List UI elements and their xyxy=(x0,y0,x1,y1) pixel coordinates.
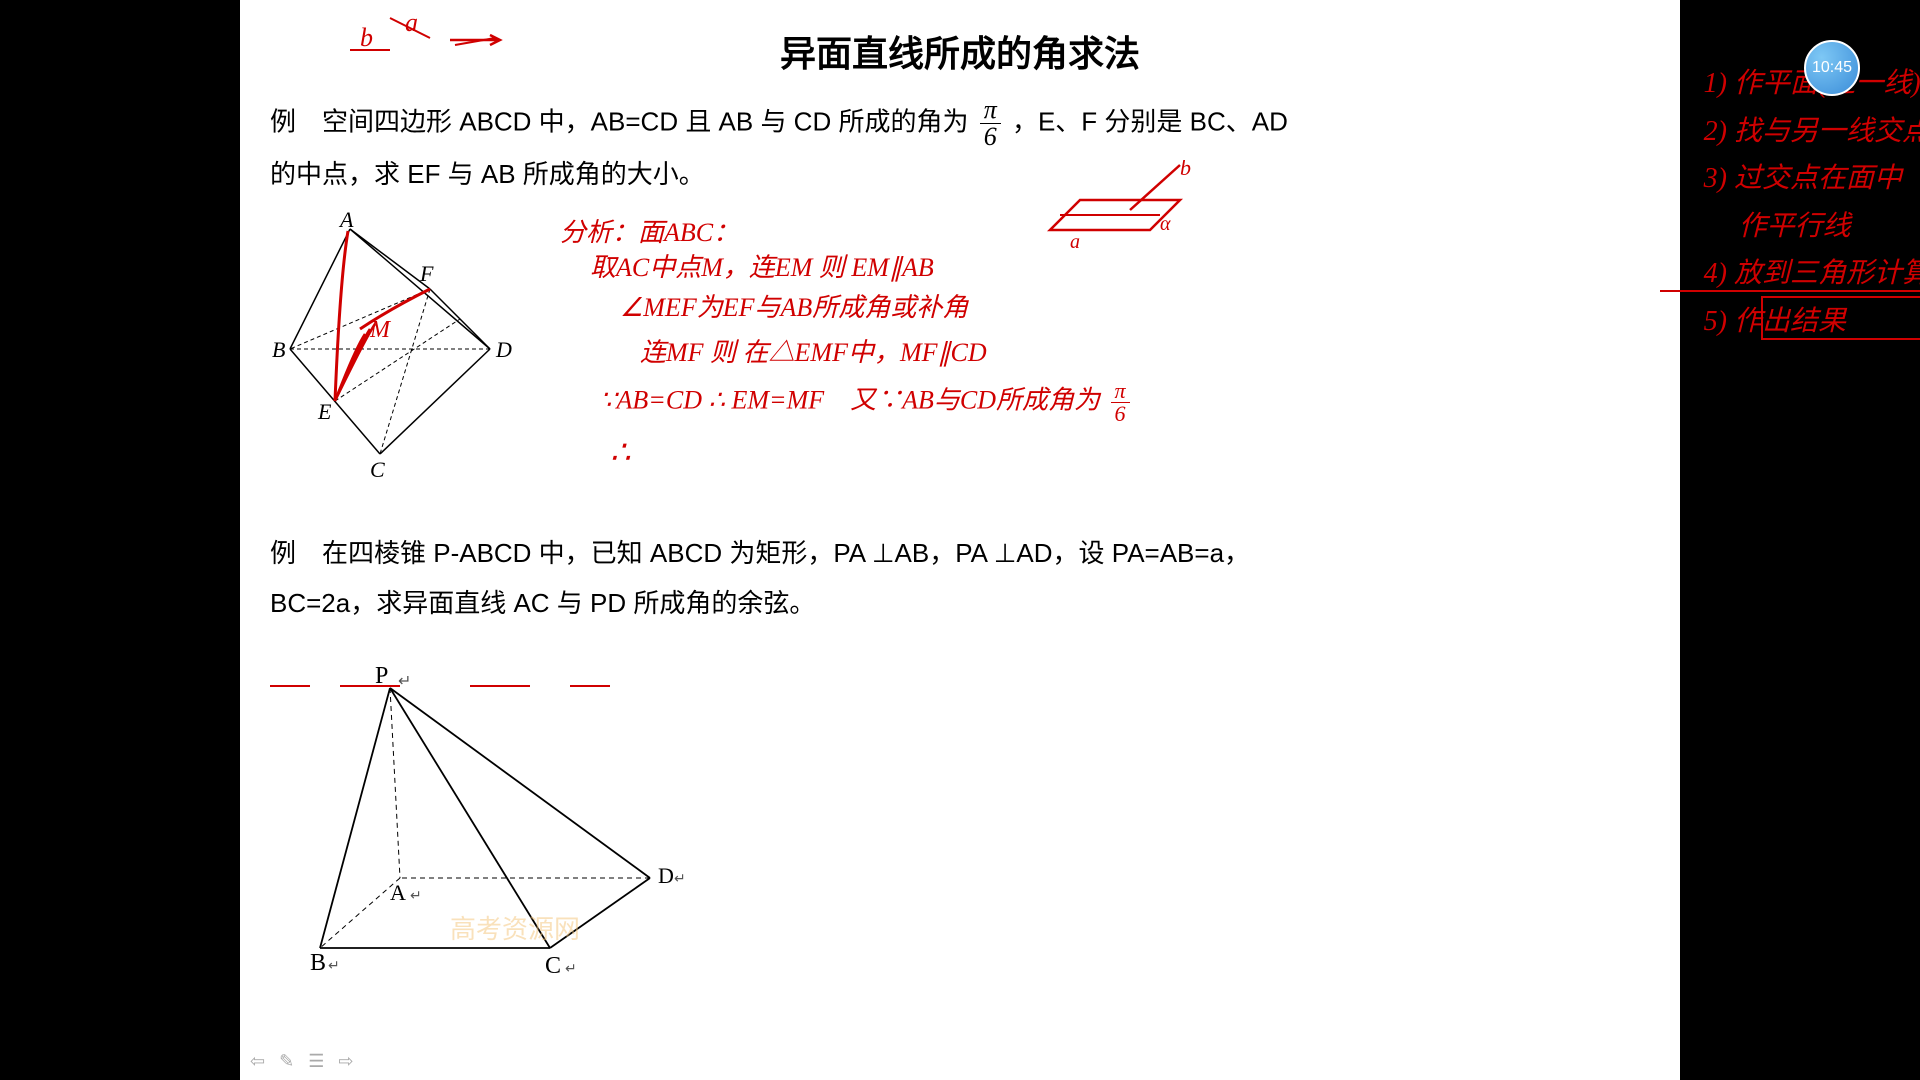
diagram-2: P A B C D ↵ ↵ ↵ ↵ ↵ 高考资源网 xyxy=(270,648,690,988)
svg-text:高考资源网: 高考资源网 xyxy=(450,914,580,944)
svg-text:↵: ↵ xyxy=(410,887,422,903)
step-3: 3) 过交点在面中 xyxy=(1704,155,1920,203)
problem1-prefix: 例 空间四边形 ABCD 中，AB=CD 且 AB 与 CD 所成的角为 xyxy=(270,106,968,136)
problem2-line1: 例 在四棱锥 P-ABCD 中，已知 ABCD 为矩形，PA ⊥AB，PA ⊥A… xyxy=(270,538,1250,568)
next-icon[interactable]: ⇨ xyxy=(338,1051,353,1072)
time-badge: 10:45 xyxy=(1804,40,1860,96)
svg-text:↵: ↵ xyxy=(565,960,577,976)
prev-icon[interactable]: ⇦ xyxy=(250,1051,265,1072)
svg-text:α: α xyxy=(1160,213,1171,235)
diagram2-svg: P A B C D ↵ ↵ ↵ ↵ ↵ 高考资源网 xyxy=(270,648,690,988)
svg-text:C: C xyxy=(545,953,561,979)
svg-text:F: F xyxy=(419,261,434,286)
annot-l5: ∵AB=CD ∴ EM=MF 又∵AB与CD所成角为 π 6 xyxy=(600,380,1134,425)
step-3b: 作平行线 xyxy=(1704,203,1920,251)
lesson-page: 异面直线所成的角求法 b a 例 空间四边形 ABCD 中，AB=CD 且 AB… xyxy=(240,0,1680,1080)
step-2: 2) 找与另一线交点 xyxy=(1704,108,1920,156)
problem1-frac: π 6 xyxy=(980,97,1001,150)
svg-text:P: P xyxy=(375,663,388,689)
svg-text:b: b xyxy=(1180,160,1191,180)
slide-toolbar[interactable]: ⇦ ✎ ☰ ⇨ xyxy=(250,1051,353,1072)
svg-text:D: D xyxy=(495,337,512,362)
svg-text:↵: ↵ xyxy=(398,673,411,690)
diagram1-svg: A B C D E F M xyxy=(270,209,530,489)
annot-l6: ∴ xyxy=(610,430,630,475)
problem-2: 例 在四棱锥 P-ABCD 中，已知 ABCD 为矩形，PA ⊥AB，PA ⊥A… xyxy=(240,489,1680,638)
svg-text:a: a xyxy=(1070,231,1080,253)
annot-l3: ∠MEF为EF与AB所成角或补角 xyxy=(620,290,968,326)
svg-text:↵: ↵ xyxy=(674,870,686,886)
annot-l1: 分析：面ABC： xyxy=(560,215,739,251)
pen-icon[interactable]: ✎ xyxy=(279,1051,294,1072)
svg-text:D: D xyxy=(658,863,674,888)
problem-1: 例 空间四边形 ABCD 中，AB=CD 且 AB 与 CD 所成的角为 π 6… xyxy=(240,77,1680,209)
problem2-line2: BC=2a，求异面直线 AC 与 PD 所成角的余弦。 xyxy=(270,588,815,618)
annot-l2: 取AC中点M，连EM 则 EM∥AB xyxy=(590,250,934,286)
svg-text:B: B xyxy=(272,337,285,362)
svg-text:M: M xyxy=(369,317,392,343)
svg-text:A: A xyxy=(338,209,354,232)
diagram-1: A B C D E F M xyxy=(270,209,530,489)
svg-text:C: C xyxy=(370,457,385,482)
svg-text:E: E xyxy=(317,399,332,424)
problem1-line2: 的中点，求 EF 与 AB 所成角的大小。 xyxy=(270,159,705,189)
problem1-suffix: ，E、F 分别是 BC、AD xyxy=(1012,106,1288,136)
step-underline xyxy=(1660,290,1920,292)
step4-box xyxy=(1760,295,1920,345)
svg-text:B: B xyxy=(310,950,326,976)
menu-icon[interactable]: ☰ xyxy=(308,1051,324,1072)
annot-l4: 连MF 则 在△EMF中，MF∥CD xyxy=(640,335,987,371)
annot-top-lines xyxy=(340,10,540,60)
svg-text:A: A xyxy=(390,880,406,905)
svg-text:↵: ↵ xyxy=(328,957,340,973)
annot-parallelogram: b a α xyxy=(1030,160,1230,260)
badge-time: 10:45 xyxy=(1812,59,1852,77)
